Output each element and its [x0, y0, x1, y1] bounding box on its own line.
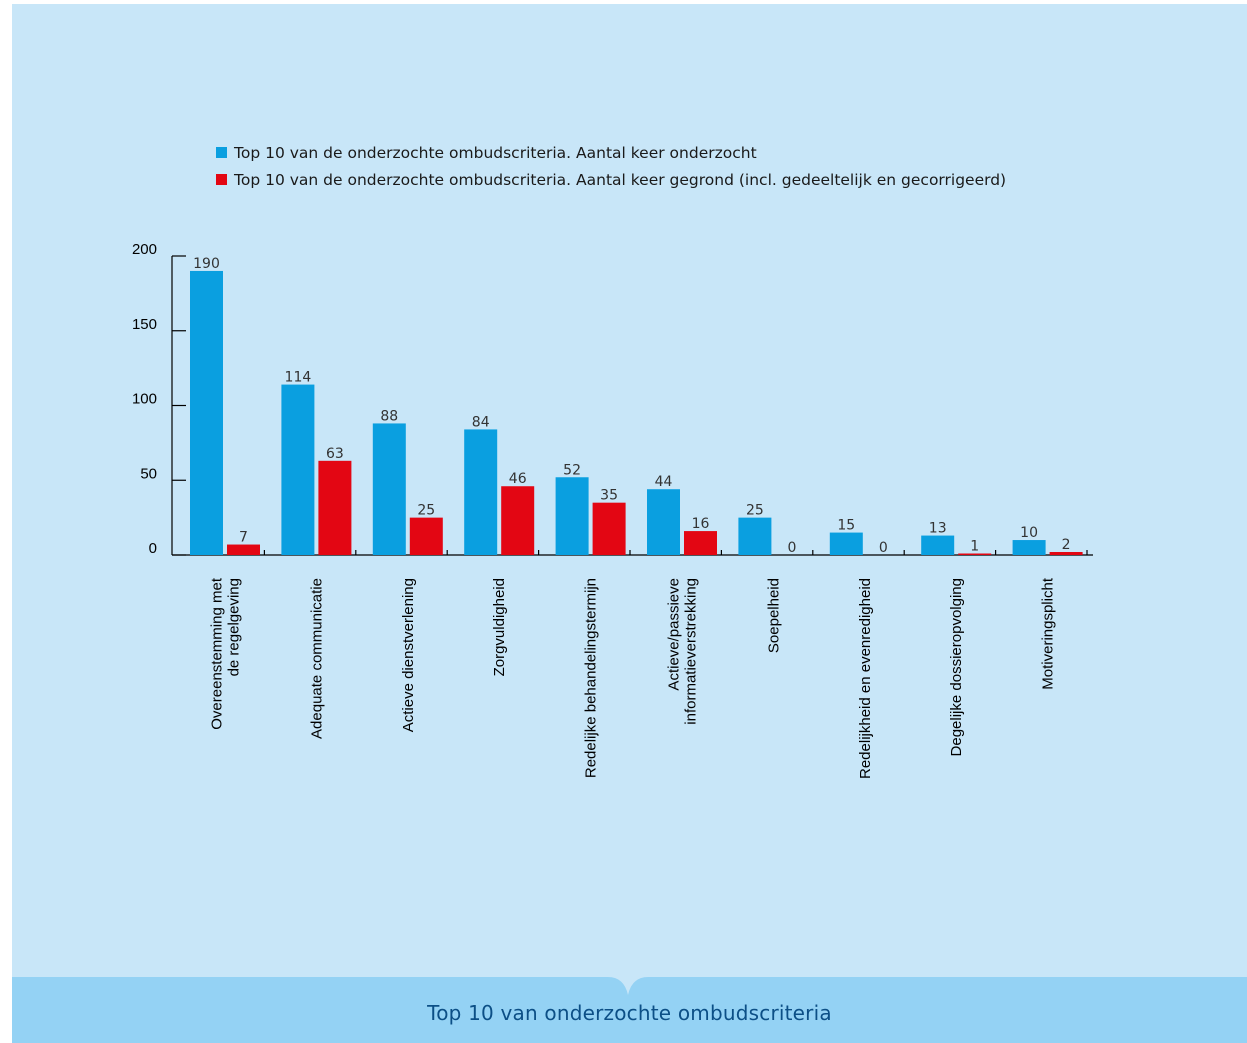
bar-s1-c5 [555, 477, 589, 555]
value-label-s1-c2: 114 [285, 370, 312, 386]
legend-swatch-2 [216, 174, 227, 185]
category-label-1-line-2: de regelgeving [226, 578, 243, 676]
category-label-10: Motiveringsplicht [1040, 577, 1057, 690]
category-label-3: Actieve dienstverlening [400, 578, 417, 732]
value-label-s1-c8: 15 [837, 518, 855, 534]
value-label-s2-c3: 25 [417, 503, 435, 519]
bars [190, 270, 1083, 555]
value-label-s2-c5: 35 [600, 488, 618, 504]
value-label-s2-c8: 0 [879, 540, 888, 556]
value-label-s2-c7: 0 [787, 540, 796, 556]
caption-notch [608, 977, 648, 995]
category-label-6-line-1: Actieve/passieve [666, 578, 683, 691]
legend-label-2: Top 10 van de onderzochte ombudscriteria… [233, 171, 1006, 189]
bar-s1-c1 [190, 270, 223, 555]
category-label-10-line-1: Motiveringsplicht [1040, 577, 1057, 690]
value-label-s1-c9: 13 [929, 521, 947, 537]
value-label-s2-c10: 2 [1062, 537, 1071, 553]
bar-s1-c3 [372, 423, 406, 555]
category-label-1-line-1: Overeenstemming met [209, 577, 226, 730]
value-labels: 190 7 114 63 88 25 84 46 52 35 44 16 25 0 15 0 13 1 10 2 [193, 256, 1070, 556]
value-label-s1-c4: 84 [472, 414, 490, 430]
category-label-5-line-1: Redelijke behandelingstermijn [583, 578, 600, 778]
bar-s1-c4 [464, 429, 498, 555]
y-tick-label-50: 50 [140, 465, 157, 482]
value-label-s1-c3: 88 [380, 408, 398, 424]
value-label-s2-c1: 7 [239, 530, 248, 546]
value-label-s2-c6: 16 [692, 516, 710, 532]
value-label-s1-c6: 44 [655, 474, 673, 490]
category-label-9-line-1: Degelijke dossieropvolging [948, 578, 965, 756]
y-tick-label-100: 100 [132, 391, 157, 408]
bar-s1-c2 [281, 384, 315, 555]
y-tick-label-150: 150 [132, 316, 157, 333]
legend-swatch-1 [216, 147, 227, 158]
bar-s2-c9 [958, 553, 992, 555]
category-label-8-line-1: Redelijkheid en evenredigheid [857, 578, 874, 779]
y-tick-label-0: 0 [149, 540, 157, 557]
legend-label-1: Top 10 van de onderzochte ombudscriteria… [233, 144, 757, 162]
value-label-s2-c9: 1 [970, 539, 979, 555]
bar-s1-c7 [738, 517, 772, 555]
bar-s1-c10 [1012, 540, 1046, 555]
category-label-4-line-1: Zorgvuldigheid [491, 578, 508, 676]
bar-s1-c8 [829, 532, 863, 555]
bar-s2-c10 [1049, 552, 1083, 555]
category-label-6-line-2: informatieverstrekking [683, 578, 700, 725]
chart-caption: Top 10 van onderzochte ombudscriteria [427, 1001, 832, 1025]
bar-s2-c1 [227, 544, 260, 555]
category-label-1: Overeenstemming met de regelgeving [209, 577, 243, 730]
value-label-s2-c4: 46 [509, 471, 527, 487]
legend: Top 10 van de onderzochte ombudscriteria… [216, 144, 1006, 189]
value-label-s1-c10: 10 [1020, 525, 1038, 541]
category-label-7-line-1: Soepelheid [765, 578, 782, 653]
y-tick-label-200: 200 [132, 241, 157, 258]
bar-s2-c3 [409, 517, 443, 555]
category-label-4: Zorgvuldigheid [491, 578, 508, 676]
value-label-s1-c1: 190 [193, 256, 220, 272]
value-label-s1-c5: 52 [563, 462, 581, 478]
category-label-2-line-1: Adequate communicatie [308, 578, 325, 739]
bar-s2-c6 [684, 531, 717, 555]
bar-s1-c6 [647, 489, 680, 555]
bar-s2-c4 [501, 486, 535, 555]
value-label-s1-c7: 25 [746, 503, 764, 519]
category-label-2: Adequate communicatie [308, 578, 325, 739]
category-label-3-line-1: Actieve dienstverlening [400, 578, 417, 732]
category-label-5: Redelijke behandelingstermijn [583, 578, 600, 778]
category-label-6: Actieve/passieve informatieverstrekking [666, 578, 700, 725]
category-label-8: Redelijkheid en evenredigheid [857, 578, 874, 779]
bar-s2-c5 [592, 502, 626, 555]
value-label-s2-c2: 63 [326, 446, 344, 462]
bar-s2-c2 [318, 460, 352, 555]
category-label-7: Soepelheid [765, 578, 782, 653]
category-labels: Overeenstemming met de regelgeving Adequat… [209, 577, 1057, 779]
category-label-9: Degelijke dossieropvolging [948, 578, 965, 756]
bar-s1-c9 [921, 535, 955, 555]
